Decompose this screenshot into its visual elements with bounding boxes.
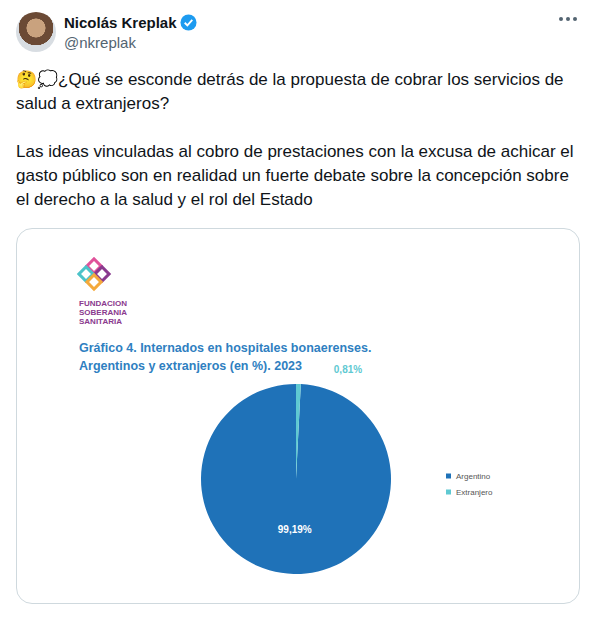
svg-text:Argentino: Argentino xyxy=(456,472,491,481)
svg-text:Extranjero: Extranjero xyxy=(456,488,493,497)
svg-text:99,19%: 99,19% xyxy=(278,524,312,535)
svg-text:0,81%: 0,81% xyxy=(334,364,362,375)
